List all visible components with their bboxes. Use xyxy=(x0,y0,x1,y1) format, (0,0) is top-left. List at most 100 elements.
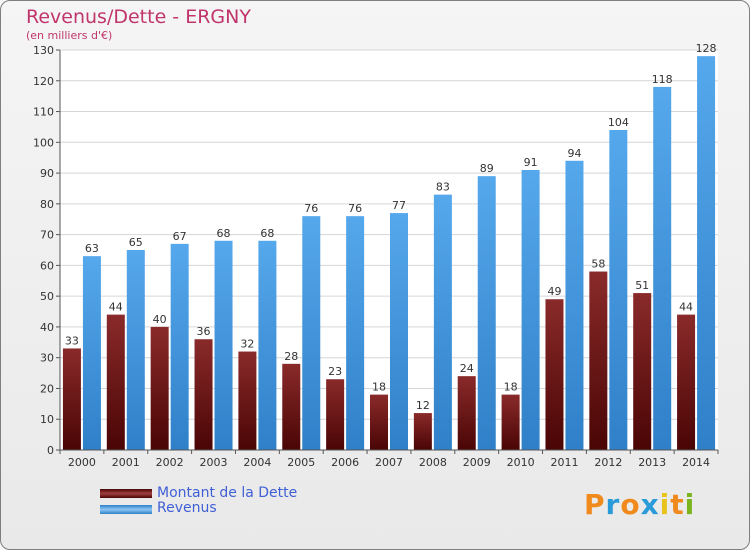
data-label-revenus: 83 xyxy=(436,181,450,194)
legend-swatch-dette xyxy=(100,489,152,498)
bar-revenus xyxy=(521,170,540,450)
x-tick-label: 2009 xyxy=(463,456,491,469)
x-tick-label: 2006 xyxy=(331,456,359,469)
chart-subtitle: (en milliers d'€) xyxy=(26,29,113,42)
logo-letter: r xyxy=(605,488,621,521)
y-tick-label: 110 xyxy=(33,106,54,119)
legend-label-dette: Montant de la Dette xyxy=(157,485,298,501)
x-tick-label: 2013 xyxy=(638,456,666,469)
data-label-dette: 18 xyxy=(504,381,518,394)
data-label-dette: 44 xyxy=(679,301,693,314)
bar-revenus xyxy=(697,56,716,451)
logo-letter: x xyxy=(640,488,660,521)
y-tick-label: 10 xyxy=(40,413,54,426)
x-tick-label: 2000 xyxy=(68,456,96,469)
bars: 33 63 44 65 40 67 36 68 32 68 28 76 23 76 18 77 12 83 24 89… xyxy=(62,42,717,451)
bar-dette xyxy=(326,379,345,450)
bar-revenus xyxy=(653,86,672,450)
data-label-dette: 28 xyxy=(284,350,298,363)
x-tick-label: 2011 xyxy=(550,456,578,469)
data-label-dette: 23 xyxy=(328,365,342,378)
logo-letter: t xyxy=(670,488,685,521)
data-label-revenus: 76 xyxy=(348,202,362,215)
bar-dette xyxy=(633,293,652,450)
data-label-dette: 33 xyxy=(65,334,79,347)
bar-revenus xyxy=(214,240,233,450)
y-tick-label: 80 xyxy=(40,198,54,211)
data-label-dette: 44 xyxy=(109,301,123,314)
bar-dette xyxy=(501,394,520,450)
x-tick-label: 2001 xyxy=(112,456,140,469)
x-tick-label: 2012 xyxy=(594,456,622,469)
data-label-dette: 12 xyxy=(416,399,430,412)
bar-revenus xyxy=(302,216,321,450)
bar-dette xyxy=(106,314,125,450)
data-label-revenus: 128 xyxy=(696,42,717,55)
data-label-revenus: 63 xyxy=(85,242,99,255)
x-tick-label: 2008 xyxy=(419,456,447,469)
y-tick-label: 0 xyxy=(47,444,54,457)
data-label-revenus: 76 xyxy=(304,202,318,215)
logo-letter: P xyxy=(584,488,606,521)
bar-revenus xyxy=(609,130,628,450)
plot-area xyxy=(60,50,718,450)
x-tick-label: 2014 xyxy=(682,456,710,469)
x-tick-label: 2007 xyxy=(375,456,403,469)
bar-dette xyxy=(194,339,213,450)
bar-dette xyxy=(150,326,169,450)
bar-revenus xyxy=(477,176,496,450)
bar-revenus xyxy=(390,213,408,450)
y-tick-label: 130 xyxy=(33,44,54,57)
x-tick-label: 2002 xyxy=(156,456,184,469)
data-label-dette: 36 xyxy=(197,325,211,338)
bar-revenus xyxy=(126,250,145,450)
data-label-revenus: 118 xyxy=(652,73,673,86)
y-tick-label: 60 xyxy=(40,259,54,272)
chart-title: Revenus/Dette - ERGNY xyxy=(26,6,251,28)
data-label-dette: 51 xyxy=(635,279,649,292)
y-tick-label: 20 xyxy=(40,382,54,395)
y-tick-label: 40 xyxy=(40,321,54,334)
y-tick-label: 100 xyxy=(33,136,54,149)
data-label-dette: 40 xyxy=(153,313,167,326)
proxiti-logo: Proxiti xyxy=(584,488,695,521)
y-tick-label: 120 xyxy=(33,75,54,88)
bar-revenus xyxy=(346,216,365,450)
bar-dette xyxy=(370,394,388,450)
gridlines xyxy=(60,49,718,451)
bar-dette xyxy=(457,376,476,450)
legend-label-revenus: Revenus xyxy=(157,500,217,516)
x-axis: 2000 2001 2002 2003 2004 2005 2006 2007 2008 2009… xyxy=(59,449,719,469)
bar-dette xyxy=(589,271,608,450)
bar-revenus xyxy=(82,256,101,450)
x-tick-label: 2005 xyxy=(287,456,315,469)
bar-dette xyxy=(62,348,81,450)
x-tick-label: 2004 xyxy=(243,456,271,469)
bar-dette xyxy=(545,299,564,450)
bar-revenus xyxy=(258,240,277,450)
bar-dette xyxy=(677,314,696,450)
data-label-revenus: 77 xyxy=(392,199,406,212)
x-tick-label: 2010 xyxy=(507,456,535,469)
logo-letter: i xyxy=(659,488,671,521)
bar-dette xyxy=(282,363,301,450)
data-label-revenus: 67 xyxy=(173,230,187,243)
y-tick-label: 50 xyxy=(40,290,54,303)
y-tick-label: 90 xyxy=(40,167,54,180)
bar-revenus xyxy=(565,160,584,450)
data-label-dette: 58 xyxy=(591,258,605,271)
bar-dette xyxy=(413,413,432,450)
data-label-dette: 24 xyxy=(460,362,474,375)
bar-revenus xyxy=(433,194,452,450)
data-label-revenus: 65 xyxy=(129,236,143,249)
data-label-dette: 49 xyxy=(547,285,561,298)
y-tick-label: 70 xyxy=(40,229,54,242)
data-label-revenus: 89 xyxy=(480,162,494,175)
data-label-revenus: 68 xyxy=(217,227,231,240)
x-tick-label: 2003 xyxy=(200,456,228,469)
logo-letter: i xyxy=(684,488,696,521)
bar-revenus xyxy=(170,243,189,450)
data-label-dette: 18 xyxy=(372,381,386,394)
bar-dette xyxy=(238,351,257,450)
